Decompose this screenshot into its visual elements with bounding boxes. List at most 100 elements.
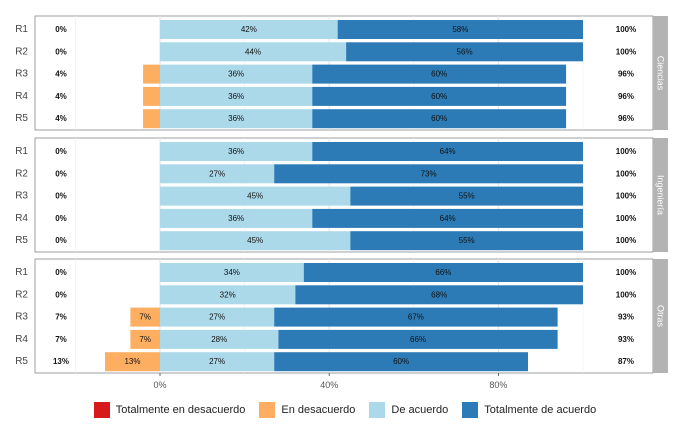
row-label: R1 [15,267,28,278]
row-label: R4 [15,334,28,345]
right-total-label: 100% [616,25,636,34]
row-label: R1 [15,146,28,157]
legend-item-totalmente-en-desacuerdo: Totalmente en desacuerdo [93,402,246,418]
row-label: R2 [15,168,28,179]
bar-en-desacuerdo [143,86,160,106]
right-total-label: 96% [618,92,634,101]
legend-item-totalmente-de-acuerdo: Totalmente de acuerdo [462,402,596,418]
left-total-label: 0% [55,268,67,277]
bar-en-desacuerdo [130,307,160,327]
legend-swatch [259,402,276,418]
segment-label-de-acuerdo: 36% [228,114,244,123]
facet-strip-label: Otras [656,305,666,328]
segment-label-en-desacuerdo: 7% [139,335,151,344]
right-total-label: 100% [616,147,636,156]
segment-label-de-acuerdo: 27% [209,357,225,366]
bar-en-desacuerdo [105,352,160,372]
facet-strip-label: Ingeniería [656,175,666,215]
row-label: R3 [15,69,28,80]
bar-totalmente-de-acuerdo [350,186,583,206]
bar-totalmente-de-acuerdo [278,329,558,349]
row-label: R2 [15,289,28,300]
right-total-label: 100% [616,236,636,245]
bar-totalmente-de-acuerdo [274,164,583,184]
right-total-label: 100% [616,169,636,178]
right-total-label: 100% [616,214,636,223]
segment-label-de-acuerdo: 36% [228,214,244,223]
row-label: R4 [15,91,28,102]
bar-totalmente-de-acuerdo [312,86,567,106]
bar-totalmente-de-acuerdo [303,263,583,282]
legend-item-en-desacuerdo: En desacuerdo [259,402,355,418]
segment-label-en-desacuerdo: 13% [124,357,140,366]
left-total-label: 13% [53,357,69,366]
row-label: R5 [15,356,28,367]
legend-swatch [93,402,110,418]
left-total-label: 0% [55,169,67,178]
left-total-label: 0% [55,25,67,34]
bar-de-acuerdo [160,86,313,106]
bar-de-acuerdo [160,329,279,349]
row-label: R3 [15,191,28,202]
segment-label-totalmente-de-acuerdo: 60% [431,92,447,101]
bar-totalmente-de-acuerdo [312,208,583,228]
row-label: R2 [15,46,28,57]
right-total-label: 96% [618,70,634,79]
bar-totalmente-de-acuerdo [312,109,567,129]
bar-en-desacuerdo [143,109,160,129]
facet-strip-label: Ciencias [656,56,666,91]
x-tick-label: 0% [153,380,166,390]
likert-chart: Ciencias R1 42% 58% 0% 100% R2 44% 56% 0% 100% R3 36… [15,15,668,390]
row-label: R5 [15,235,28,246]
legend: Totalmente en desacuerdo En desacuerdo D… [0,400,690,420]
bar-totalmente-de-acuerdo [295,285,583,305]
bar-de-acuerdo [160,64,313,84]
legend-item-de-acuerdo: De acuerdo [369,402,448,418]
bar-de-acuerdo [160,109,313,129]
x-tick-label: 80% [489,380,507,390]
segment-label-de-acuerdo: 36% [228,70,244,79]
segment-label-totalmente-de-acuerdo: 55% [459,236,475,245]
segment-label-totalmente-de-acuerdo: 64% [440,214,456,223]
segment-label-totalmente-de-acuerdo: 66% [410,335,426,344]
bar-de-acuerdo [160,307,275,327]
left-total-label: 4% [55,70,67,79]
left-total-label: 0% [55,147,67,156]
bar-de-acuerdo [160,42,347,62]
facet-strip [653,138,668,252]
segment-label-de-acuerdo: 45% [247,192,263,201]
right-total-label: 100% [616,192,636,201]
left-total-label: 7% [55,313,67,322]
left-total-label: 0% [55,214,67,223]
legend-swatch [462,402,479,418]
segment-label-en-desacuerdo: 7% [139,313,151,322]
bar-en-desacuerdo [143,64,160,84]
bar-de-acuerdo [160,142,313,161]
segment-label-de-acuerdo: 36% [228,92,244,101]
legend-swatch [369,402,386,418]
bar-de-acuerdo [160,231,351,251]
bar-de-acuerdo [160,186,351,206]
legend-label: Totalmente en desacuerdo [115,404,246,416]
left-total-label: 0% [55,290,67,299]
right-total-label: 100% [616,268,636,277]
bar-de-acuerdo [160,20,338,39]
bar-totalmente-de-acuerdo [274,307,558,327]
row-label: R5 [15,113,28,124]
right-total-label: 100% [616,290,636,299]
segment-label-de-acuerdo: 36% [228,147,244,156]
x-tick-label: 40% [320,380,338,390]
segment-label-totalmente-de-acuerdo: 67% [408,313,424,322]
segment-label-de-acuerdo: 27% [209,313,225,322]
bar-totalmente-de-acuerdo [312,64,567,84]
segment-label-de-acuerdo: 32% [220,290,236,299]
row-label: R1 [15,24,28,35]
segment-label-totalmente-de-acuerdo: 68% [431,290,447,299]
legend-label: De acuerdo [391,404,449,416]
bar-totalmente-de-acuerdo [350,231,583,251]
left-total-label: 0% [55,192,67,201]
segment-label-totalmente-de-acuerdo: 55% [459,192,475,201]
legend-label: Totalmente de acuerdo [484,404,597,416]
facet-strip [653,16,668,130]
segment-label-totalmente-de-acuerdo: 73% [421,169,437,178]
